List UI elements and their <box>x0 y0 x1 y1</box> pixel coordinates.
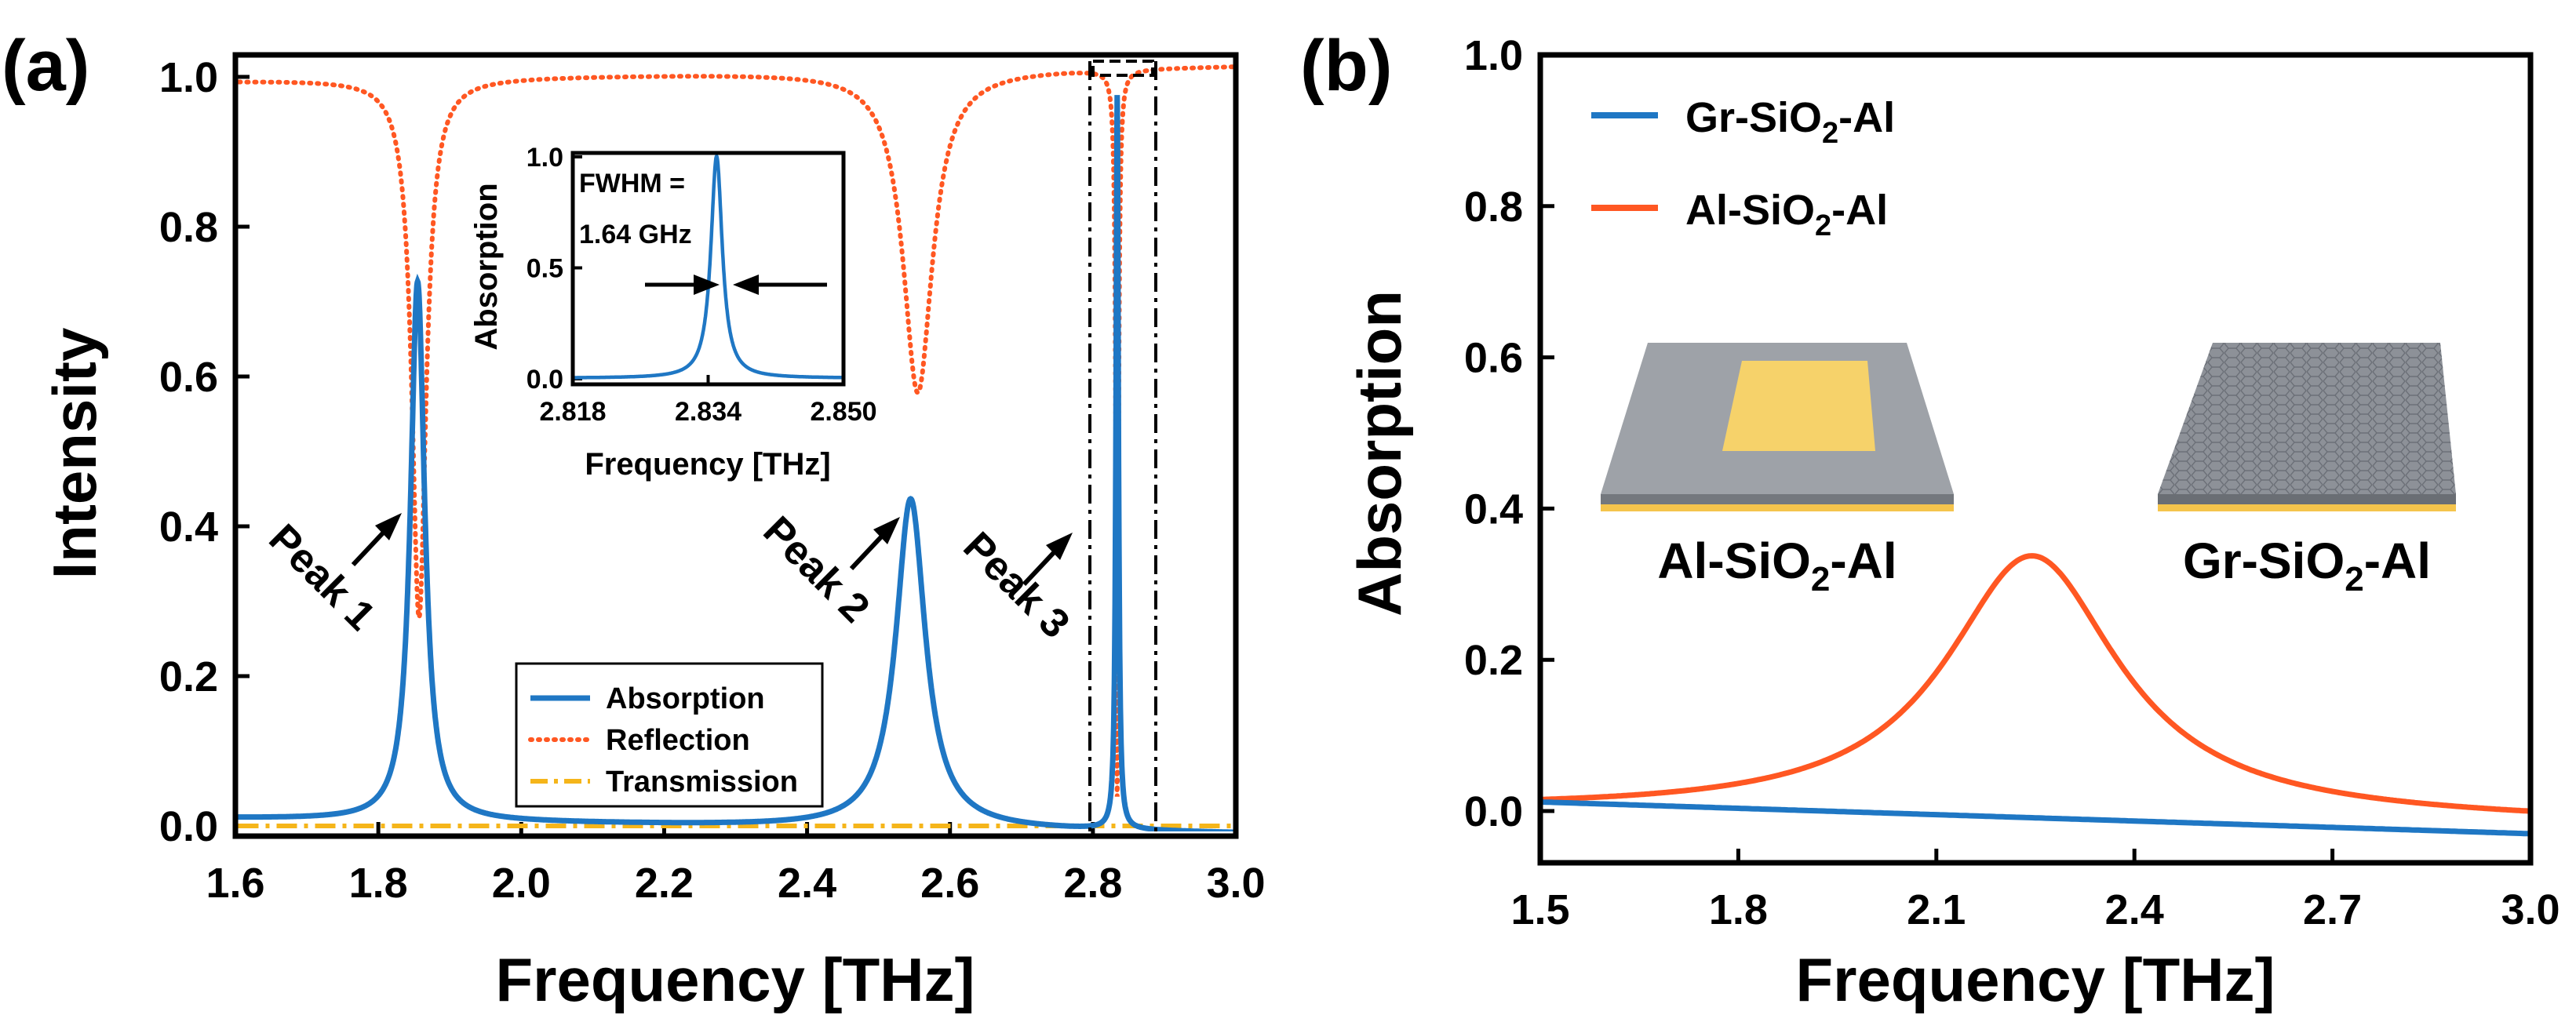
panel-b-y-ticks: 0.0 0.2 0.4 0.6 0.8 1.0 <box>1464 32 1554 835</box>
x-tick-label: 2.7 <box>2303 886 2362 933</box>
panel-b-plot <box>1540 553 2530 837</box>
y-tick-label: 0.0 <box>159 803 218 850</box>
legend-gr-sio2-al: Gr-SiO2-Al <box>1685 94 1895 150</box>
x-tick-label: 2.1 <box>1907 886 1966 933</box>
legend-al-sio2-al: Al-SiO2-Al <box>1685 187 1888 242</box>
inset-chart: 0.0 0.5 1.0 2.818 2.834 2.850 FWHM = 1.64 GH… <box>469 143 877 482</box>
x-tick-label: 3.0 <box>2501 886 2560 933</box>
peak-1-annotation: Peak 1 <box>261 513 402 639</box>
x-tick-label: 2.8 <box>1063 860 1122 907</box>
y-tick-label: 0.2 <box>1464 637 1523 684</box>
y-tick-label: 0.2 <box>159 653 218 700</box>
y-tick-label: 0.4 <box>1464 486 1523 533</box>
panel-b-frame <box>1537 52 2534 866</box>
sample-label-al-sio2-al: Al-SiO2-Al <box>1657 533 1896 598</box>
inset-y-tick-label: 0.0 <box>526 365 563 395</box>
legend-reflection: Reflection <box>606 724 750 757</box>
al-sio2-al-device-illustration <box>1601 343 1954 511</box>
fwhm-label: FWHM = <box>579 169 685 198</box>
panel-a-x-ticks: 1.6 1.8 2.0 2.2 2.4 2.6 2.8 3.0 <box>206 822 1266 907</box>
inset-y-tick-label: 0.5 <box>526 254 563 284</box>
panel-a-y-ticks: 0.0 0.2 0.4 0.6 0.8 1.0 <box>159 54 250 850</box>
panel-b-x-axis-title: Frequency [THz] <box>1795 945 2275 1014</box>
inset-y-title: Absorption <box>469 183 504 350</box>
panel-b-y-axis-title: Absorption <box>1345 290 1414 617</box>
panel-a-frame <box>232 52 1239 839</box>
x-tick-label: 1.5 <box>1510 886 1569 933</box>
y-tick-label: 0.4 <box>159 504 218 551</box>
absorption-line <box>235 95 1236 831</box>
y-tick-label: 1.0 <box>1464 32 1523 79</box>
sample-label-gr-sio2-al: Gr-SiO2-Al <box>2183 533 2431 598</box>
gr-sio2-al-line <box>1540 798 2530 837</box>
zoom-region-box <box>1088 60 1157 835</box>
x-tick-label: 1.6 <box>206 860 264 907</box>
fwhm-value: 1.64 GHz <box>579 220 692 249</box>
inset-x-tick-label: 2.850 <box>810 397 876 427</box>
legend-absorption: Absorption <box>606 682 765 715</box>
panel-a-legend: Absorption Reflection Transmission <box>515 662 824 808</box>
panel-b-label: (b) <box>1300 26 1392 106</box>
panel-a-x-axis-title: Frequency [THz] <box>495 945 975 1014</box>
y-tick-label: 0.0 <box>1464 788 1523 835</box>
inset-x-tick-label: 2.834 <box>675 397 741 427</box>
peak-2-annotation: Peak 2 <box>755 507 900 631</box>
panel-b-legend: Gr-SiO2-Al Al-SiO2-Al <box>1591 94 1895 242</box>
x-tick-label: 3.0 <box>1206 860 1265 907</box>
x-tick-label: 2.0 <box>492 860 551 907</box>
panel-a-label: (a) <box>2 26 89 106</box>
inset-x-tick-label: 2.818 <box>539 397 606 427</box>
panel-a-y-axis-title: Intensity <box>40 328 109 580</box>
x-tick-label: 2.4 <box>778 860 836 907</box>
inset-y-tick-label: 1.0 <box>526 143 563 173</box>
x-tick-label: 2.2 <box>635 860 694 907</box>
y-tick-label: 1.0 <box>159 54 218 101</box>
svg-text:Peak 2: Peak 2 <box>755 507 879 631</box>
y-tick-label: 0.6 <box>1464 335 1523 382</box>
y-tick-label: 0.6 <box>159 354 218 401</box>
svg-text:Peak 1: Peak 1 <box>261 515 384 639</box>
x-tick-label: 2.6 <box>920 860 979 907</box>
y-tick-label: 0.8 <box>1464 184 1523 231</box>
gr-sio2-al-device-illustration <box>2158 343 2456 511</box>
x-tick-label: 2.4 <box>2105 886 2164 933</box>
x-tick-label: 1.8 <box>1709 886 1768 933</box>
legend-transmission: Transmission <box>606 766 798 798</box>
al-sio2-al-line <box>1540 553 2530 814</box>
inset-x-title: Frequency [THz] <box>585 447 830 482</box>
x-tick-label: 1.8 <box>349 860 408 907</box>
inset-x-ticks: 2.818 2.834 2.850 <box>539 375 877 427</box>
peak-3-annotation: Peak 3 <box>955 523 1079 647</box>
y-tick-label: 0.8 <box>159 204 218 251</box>
